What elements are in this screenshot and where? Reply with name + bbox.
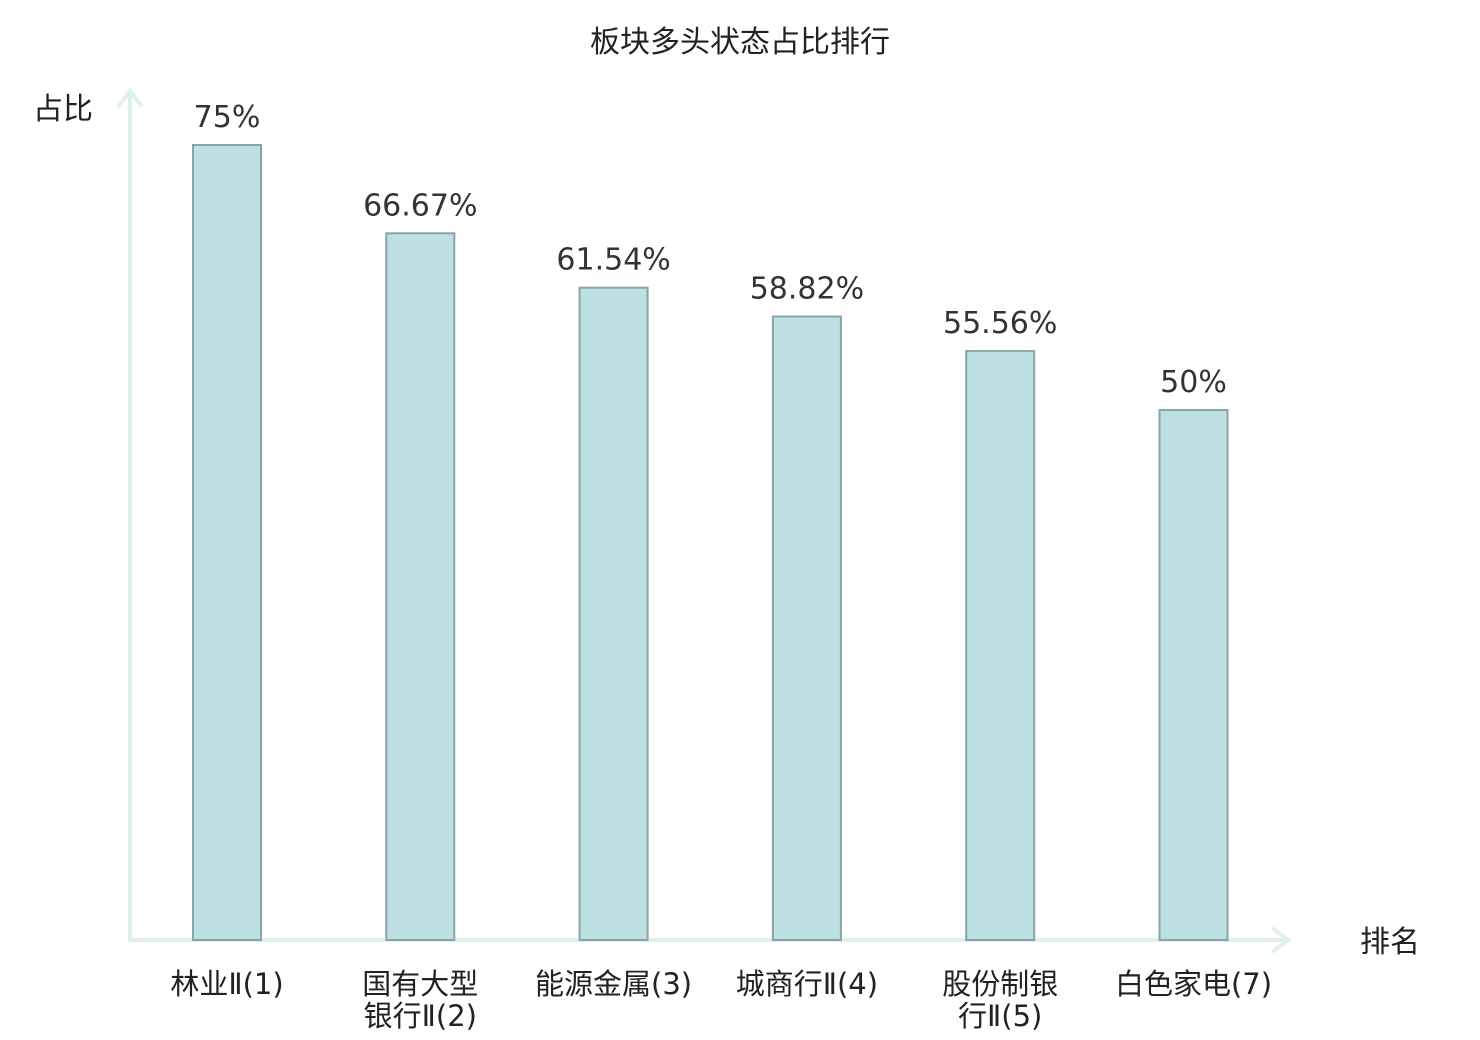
category-tick-label: 城商行Ⅱ(4)	[736, 967, 878, 1001]
category-tick-label-line: 银行Ⅱ(2)	[364, 999, 477, 1033]
x-axis	[128, 926, 1292, 954]
category-tick-label-line: 国有大型	[362, 967, 478, 1001]
bar	[1158, 409, 1229, 941]
category-tick-label: 股份制银行Ⅱ(5)	[942, 967, 1058, 1033]
category-tick-label: 林业Ⅱ(1)	[170, 967, 283, 1001]
category-tick-label: 能源金属(3)	[535, 967, 692, 1001]
chart-title: 板块多头状态占比排行	[590, 25, 890, 60]
x-axis-arrow	[1270, 926, 1292, 954]
category-labels-group: 林业Ⅱ(1) 国有大型银行Ⅱ(2) 能源金属(3) 城商行Ⅱ(4) 股份制银行Ⅱ(5) 白…	[170, 967, 1272, 1033]
y-axis	[116, 87, 144, 940]
category-tick-label-line: 股份制银	[942, 967, 1058, 1001]
x-axis-label: 排名	[1360, 925, 1420, 960]
bar	[965, 350, 1036, 942]
bar-value-label: 55.56%	[943, 306, 1057, 341]
category-tick-label-line: 白色家电(7)	[1115, 967, 1272, 1001]
bar	[578, 286, 649, 941]
y-axis-arrow	[116, 87, 144, 109]
bar	[771, 315, 842, 941]
bar-value-label: 50%	[1160, 365, 1227, 400]
y-axis-label: 占比	[33, 92, 93, 127]
category-tick-label: 国有大型银行Ⅱ(2)	[362, 967, 478, 1033]
value-labels-group: 75% 66.67% 61.54% 58.82% 55.56% 50%	[194, 100, 1227, 400]
bar-value-label: 61.54%	[556, 243, 670, 278]
category-tick-label-line: 城商行Ⅱ(4)	[736, 967, 878, 1001]
category-tick-label: 白色家电(7)	[1115, 967, 1272, 1001]
bar-value-label: 66.67%	[363, 188, 477, 223]
bar-value-label: 58.82%	[750, 272, 864, 307]
category-tick-label-line: 林业Ⅱ(1)	[170, 967, 283, 1001]
bar	[192, 144, 262, 941]
bars-group	[192, 144, 1229, 942]
bar-value-label: 75%	[194, 100, 261, 135]
category-tick-label-line: 能源金属(3)	[535, 967, 692, 1001]
bar	[385, 232, 456, 942]
category-tick-label-line: 行Ⅱ(5)	[958, 999, 1042, 1033]
